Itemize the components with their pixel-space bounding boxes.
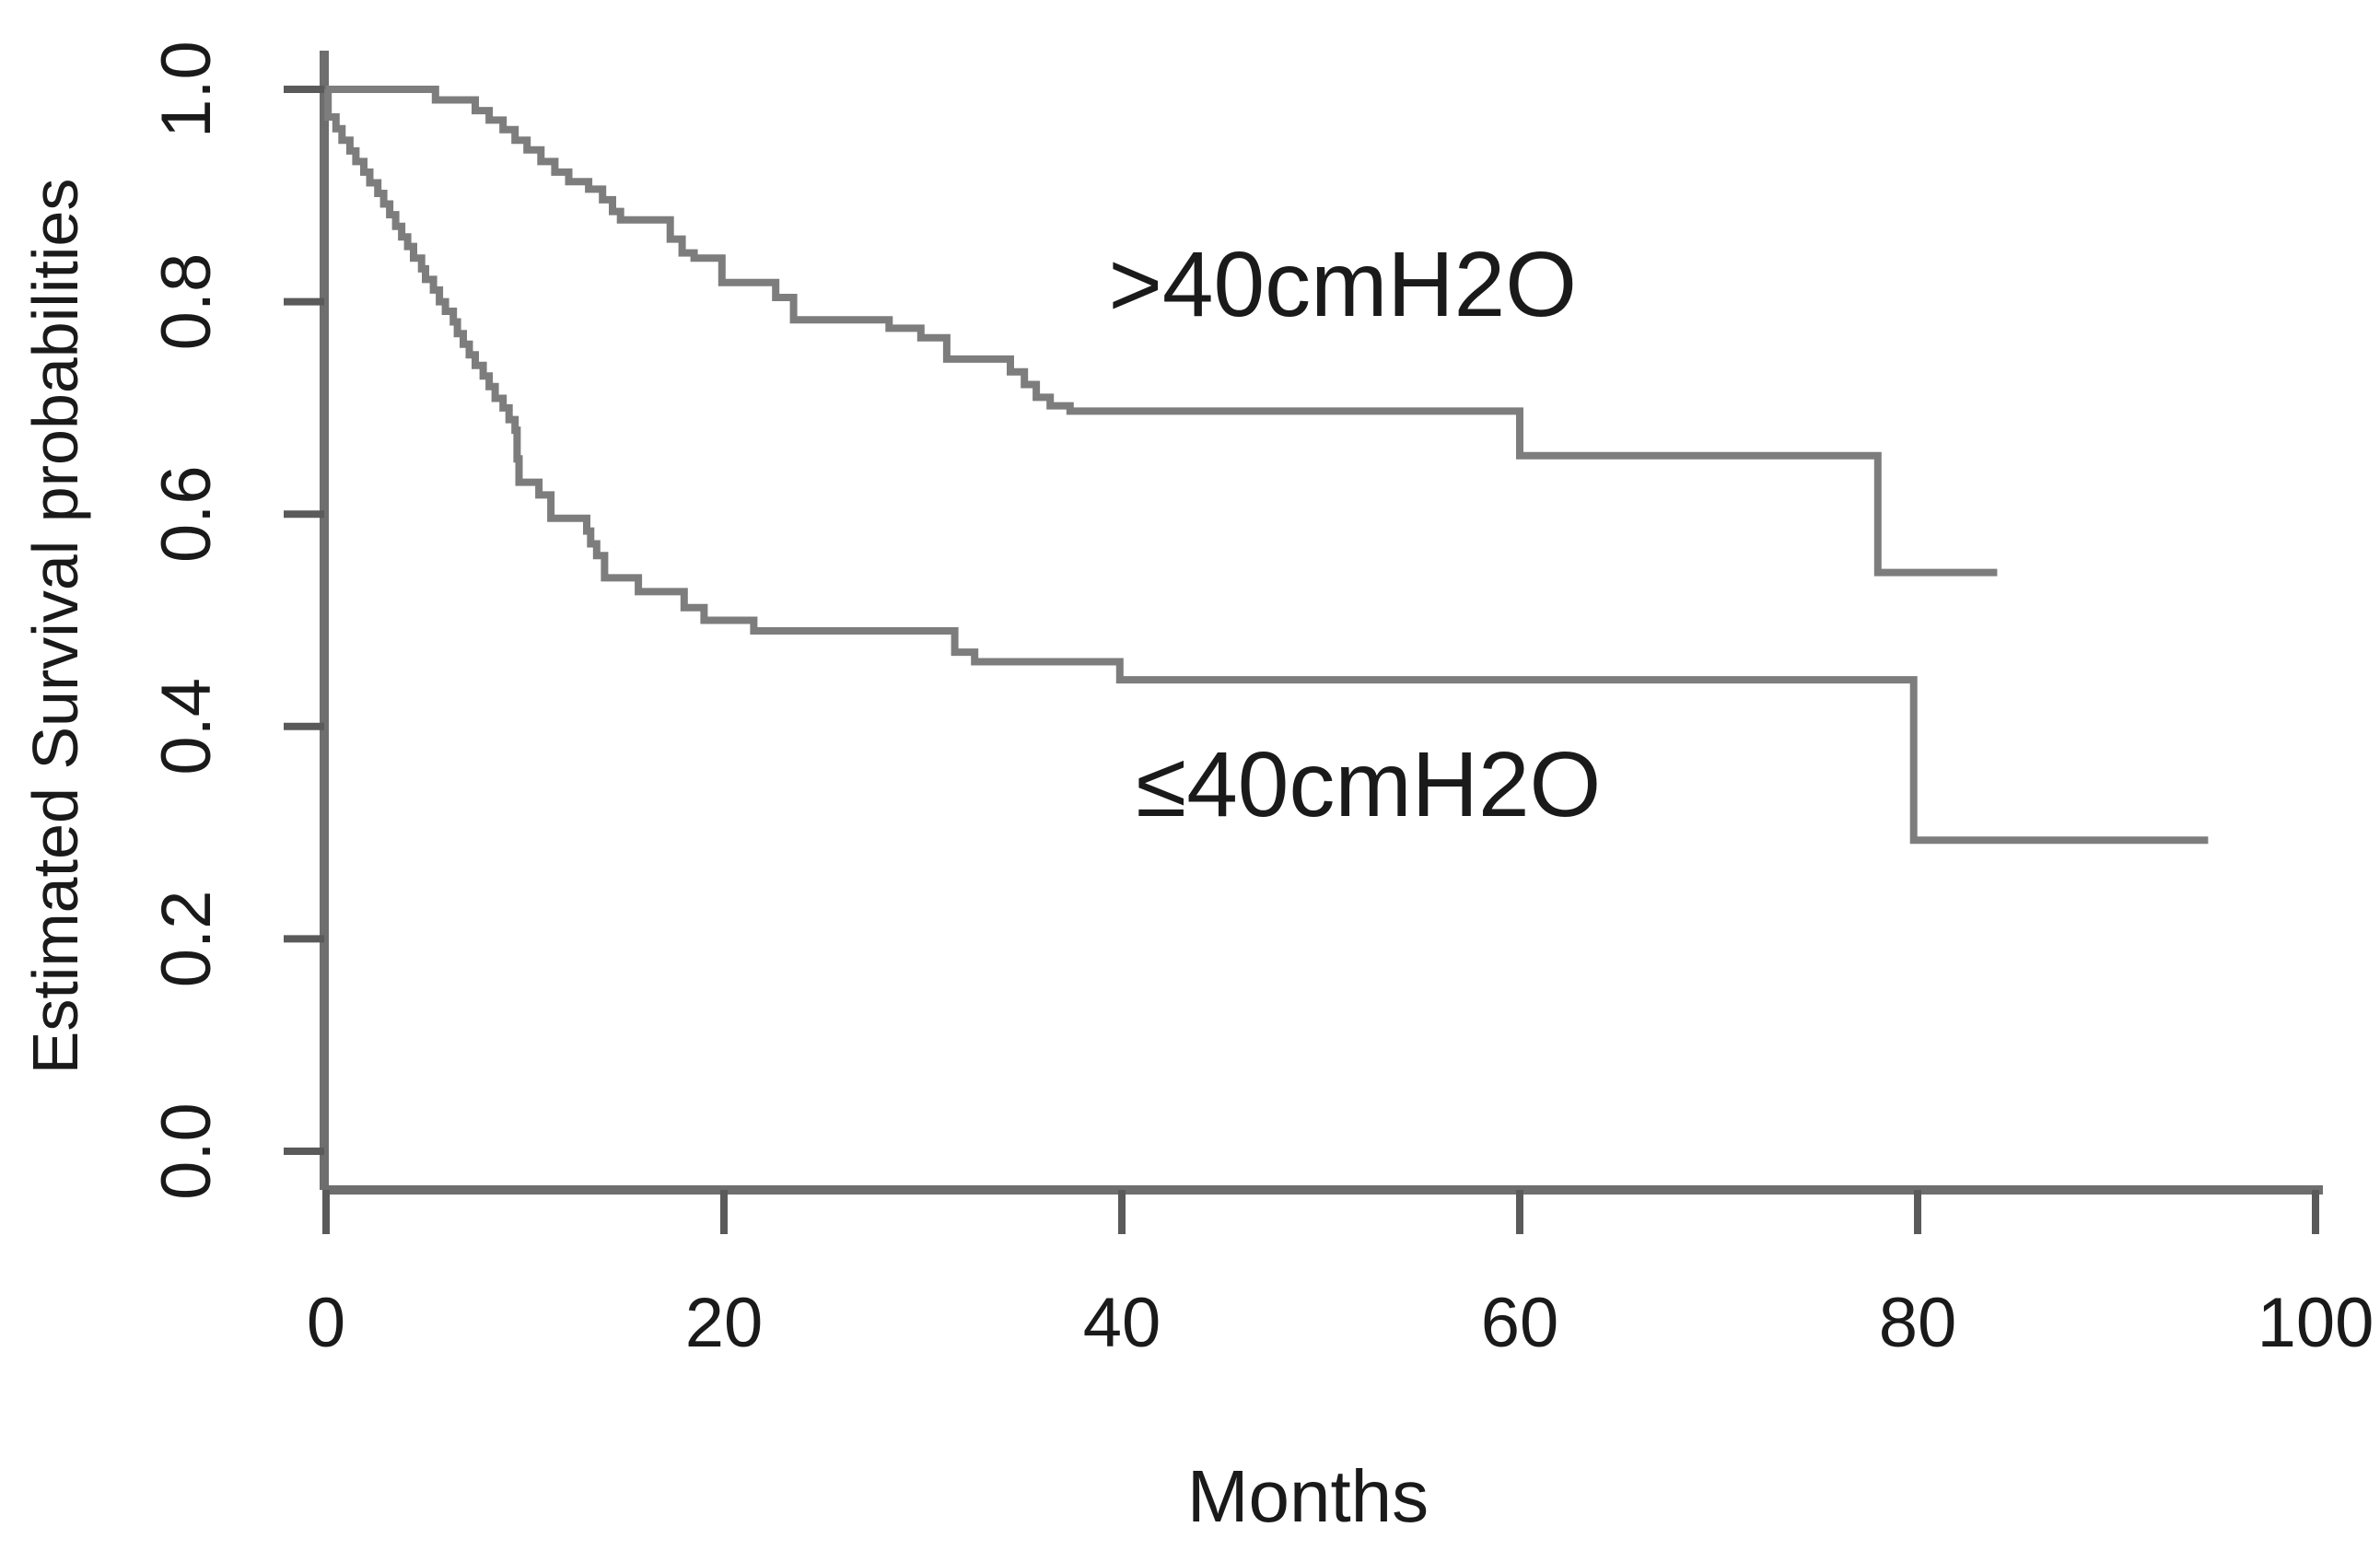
x-tick-label: 0 [307,1284,345,1362]
y-tick-label: 1.0 [147,41,226,138]
y-tick-label: 0.8 [147,253,226,351]
x-tick-label: 40 [1083,1284,1161,1362]
y-tick-label: 0.4 [147,678,226,775]
x-tick-label: 60 [1481,1284,1559,1362]
curve-label-upper: >40cmH2O [1108,233,1577,336]
x-axis-title: Months [1187,1455,1429,1537]
x-tick-label: 80 [1879,1284,1957,1362]
y-tick-labels: 0.0 0.2 0.4 0.6 0.8 1.0 [147,41,226,1200]
curve-label-lower: ≤40cmH2O [1136,733,1601,836]
x-tick-labels: 0 20 40 60 80 100 [307,1284,2374,1362]
y-tick-label: 0.6 [147,465,226,563]
axes [284,51,2323,1234]
y-tick-label: 0.0 [147,1102,226,1200]
y-axis-title: Estimated Survival probabilities [19,179,91,1075]
y-tick-label: 0.2 [147,891,226,988]
survival-curve-lower [324,86,2209,845]
x-tick-label: 100 [2258,1284,2374,1362]
x-tick-label: 20 [685,1284,764,1362]
survival-curve-upper [326,86,1998,577]
